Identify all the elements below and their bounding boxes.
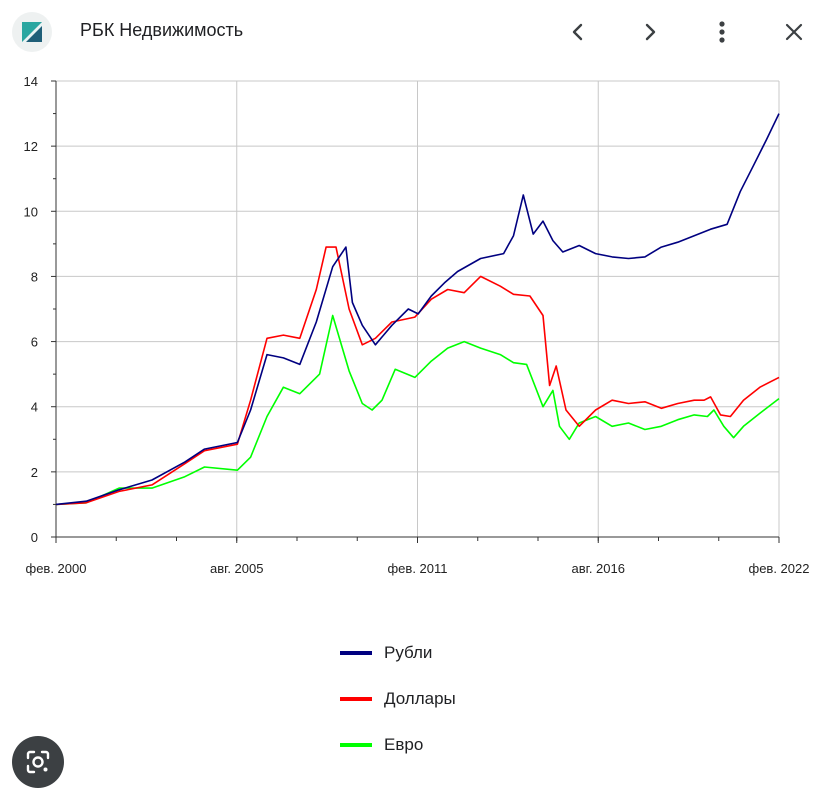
y-tick-label: 14 (24, 74, 38, 89)
close-icon[interactable] (776, 14, 812, 50)
legend-swatch (340, 743, 372, 747)
y-tick-label: 4 (31, 400, 38, 415)
y-tick-label: 2 (31, 465, 38, 480)
x-tick-label: фев. 2011 (387, 561, 447, 576)
y-tick-label: 8 (31, 269, 38, 284)
chevron-right-icon[interactable] (632, 14, 668, 50)
line-chart: 0 2 4 6 8 10 12 14 фев. 2000 авг. 2005 фев. 2011 ав… (24, 74, 810, 576)
x-tick-label: фев. 2022 (749, 561, 810, 576)
rbc-logo-icon[interactable] (12, 12, 52, 52)
chevron-left-icon[interactable] (560, 14, 596, 50)
chart: 0 2 4 6 8 10 12 14 фев. 2000 авг. 2005 фев. 2011 ав… (0, 64, 832, 599)
y-tick-label: 0 (31, 530, 38, 545)
legend-label: Евро (384, 735, 424, 754)
camera-lens-icon[interactable] (12, 736, 64, 788)
legend-label: Доллары (384, 689, 456, 708)
y-tick-label: 10 (24, 204, 38, 219)
x-tick-label: авг. 2016 (572, 561, 625, 576)
y-tick-label: 12 (24, 139, 38, 154)
series-line-rub (55, 113, 780, 506)
legend-label: Рубли (384, 643, 433, 662)
top-bar: РБК Недвижимость (0, 0, 832, 64)
series-line-eur (55, 314, 780, 506)
legend-swatch (340, 651, 372, 655)
x-tick-label: фев. 2000 (26, 561, 87, 576)
legend-item: Евро (340, 722, 456, 768)
legend-swatch (340, 697, 372, 701)
legend-item: Доллары (340, 676, 456, 722)
more-vert-icon[interactable] (704, 14, 740, 50)
x-tick-label: авг. 2005 (210, 561, 263, 576)
legend-item: Рубли (340, 630, 456, 676)
series-line-usd (55, 246, 780, 506)
site-name[interactable]: РБК Недвижимость (80, 20, 244, 40)
y-tick-label: 6 (31, 335, 38, 350)
chart-legend: Рубли Доллары Евро (340, 630, 456, 768)
